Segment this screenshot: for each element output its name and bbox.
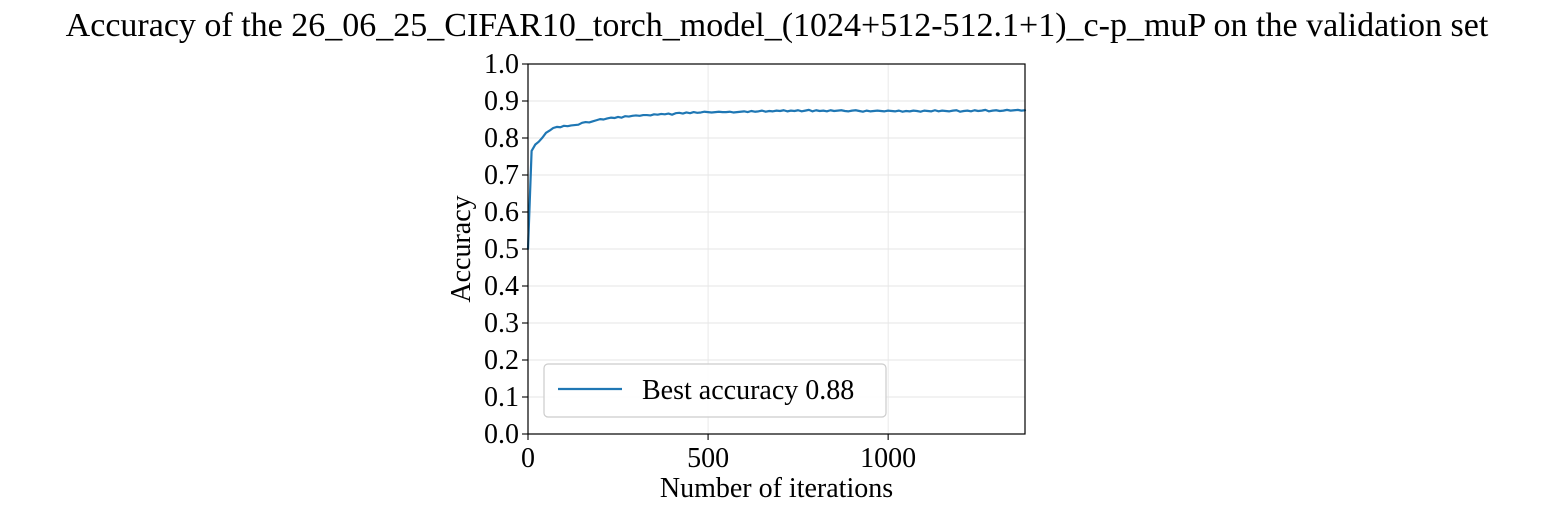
x-tick-label: 1000 (860, 443, 916, 474)
legend: Best accuracy 0.88 (543, 363, 887, 418)
y-tick-label: 0.3 (484, 308, 519, 339)
y-tick-label: 0.2 (484, 345, 519, 376)
legend-box (543, 363, 887, 418)
chart-title: Accuracy of the 26_06_25_CIFAR10_torch_m… (66, 7, 1489, 44)
y-tick-label: 0.4 (484, 271, 519, 302)
y-tick-label: 0.9 (484, 86, 519, 117)
legend-label: Best accuracy 0.88 (642, 375, 854, 406)
y-tick-label: 0.6 (484, 197, 519, 228)
x-tick-label: 0 (521, 443, 535, 474)
x-tick-label: 500 (687, 443, 729, 474)
axis-ticks: 0.0 0.1 0.2 0.3 0.4 0.5 0.6 0.7 0.8 0.9 1.0 0 500 100… (484, 49, 916, 474)
x-axis-label: Number of iterations (660, 473, 893, 504)
y-axis-label: Accuracy (446, 195, 477, 302)
y-tick-label: 1.0 (484, 49, 519, 80)
y-tick-label: 0.7 (484, 160, 519, 191)
series-line (526, 108, 1027, 251)
y-tick-label: 0.8 (484, 123, 519, 154)
y-tick-label: 0.1 (484, 382, 519, 413)
series-layer (526, 108, 1027, 251)
y-tick-label: 0.5 (484, 234, 519, 265)
y-tick-label: 0.0 (484, 419, 519, 450)
